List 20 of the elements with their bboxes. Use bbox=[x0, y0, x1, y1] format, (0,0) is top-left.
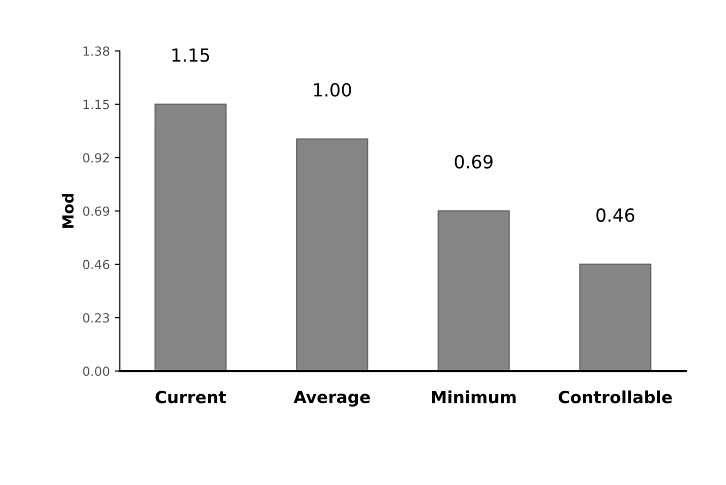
y-tick-label: 0.92 bbox=[83, 153, 109, 163]
y-tick-label: 1.38 bbox=[84, 46, 110, 56]
x-tick-label: Controllable bbox=[558, 390, 672, 404]
data-label: 0.69 bbox=[454, 154, 493, 169]
data-label: 1.15 bbox=[172, 48, 210, 62]
bar bbox=[438, 210, 510, 372]
x-tick-label: Average bbox=[294, 390, 370, 407]
bar bbox=[296, 138, 368, 372]
y-tick-label: 0.23 bbox=[83, 313, 110, 323]
bar bbox=[579, 264, 652, 372]
bar bbox=[154, 104, 227, 372]
y-tick-label: 1.15 bbox=[84, 100, 109, 110]
y-tick-label: 0.69 bbox=[83, 206, 110, 216]
y-axis-title: Mod bbox=[62, 194, 74, 228]
y-tick-label: 0.00 bbox=[83, 366, 110, 376]
y-tick-label: 0.46 bbox=[83, 260, 110, 270]
x-tick-label: Minimum bbox=[432, 390, 516, 404]
x-tick-label: Current bbox=[156, 390, 226, 404]
data-label: 1.00 bbox=[314, 83, 352, 97]
data-label: 0.46 bbox=[596, 208, 634, 222]
